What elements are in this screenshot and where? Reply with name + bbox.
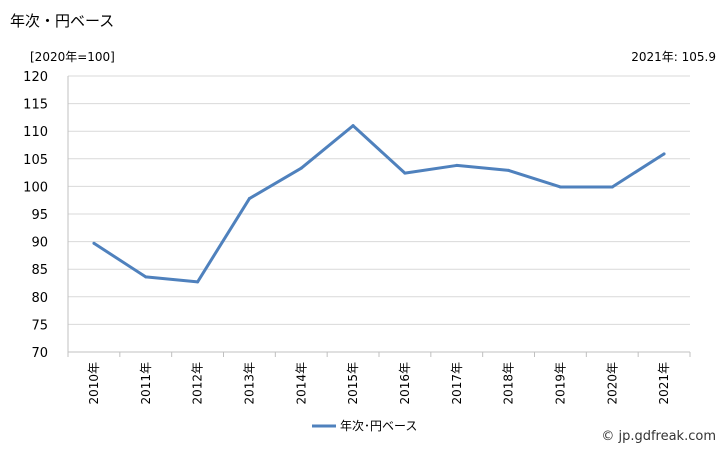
series-line	[93, 124, 665, 284]
credit-text: © jp.gdfreak.com	[601, 429, 716, 444]
y-tick-label: 80	[31, 291, 48, 306]
data-point	[247, 197, 251, 201]
y-tick-label: 100	[23, 180, 48, 195]
grid-lines	[68, 75, 690, 325]
y-tick-labels: 70 75 80 85 90 95 100 105 110 115 120	[23, 70, 48, 361]
data-point	[196, 280, 200, 284]
x-tick-label: 2012年	[191, 362, 205, 405]
x-tick-labels: 2010年 2011年 2012年 2013年 2014年 2015年 2016年 2017年…	[87, 362, 671, 405]
data-point	[507, 168, 511, 172]
series-lines	[92, 124, 666, 284]
data-point	[455, 163, 459, 167]
data-point	[662, 152, 666, 156]
data-point	[299, 166, 303, 170]
latest-value-label: 2021年: 105.9	[631, 50, 716, 64]
data-point	[144, 275, 148, 279]
y-tick-label: 75	[31, 318, 48, 333]
y-tick-label: 70	[31, 346, 48, 361]
data-point	[351, 124, 355, 128]
x-tick-label: 2010年	[87, 362, 101, 405]
x-tick-label: 2014年	[294, 362, 308, 405]
x-tick-label: 2016年	[398, 362, 412, 405]
x-tick-label: 2015年	[346, 362, 360, 405]
x-tick-label: 2020年	[605, 362, 619, 405]
y-tick-label: 115	[23, 98, 48, 113]
x-tick-label: 2017年	[450, 362, 464, 405]
data-point	[558, 185, 562, 189]
y-tick-label: 85	[31, 263, 48, 278]
y-tick-label: 105	[23, 153, 48, 168]
y-tick-label: 120	[23, 70, 48, 85]
legend-label: 年次･円ベース	[340, 419, 417, 433]
y-tick-label: 90	[31, 236, 48, 251]
y-tick-label: 95	[31, 208, 48, 223]
data-point	[403, 171, 407, 175]
legend: 年次･円ベース	[312, 419, 417, 433]
x-tick-label: 2021年	[657, 362, 671, 405]
chart-title: 年次・円ベース	[10, 12, 115, 30]
x-tick-label: 2013年	[242, 362, 256, 405]
y-tick-label: 110	[23, 125, 48, 140]
data-point	[92, 241, 96, 245]
x-tick-label: 2011年	[139, 362, 153, 405]
x-tick-label: 2018年	[502, 362, 516, 405]
axes	[67, 76, 691, 357]
x-tick-label: 2019年	[553, 362, 567, 405]
data-point	[610, 185, 614, 189]
unit-label: [2020年=100]	[30, 50, 115, 64]
